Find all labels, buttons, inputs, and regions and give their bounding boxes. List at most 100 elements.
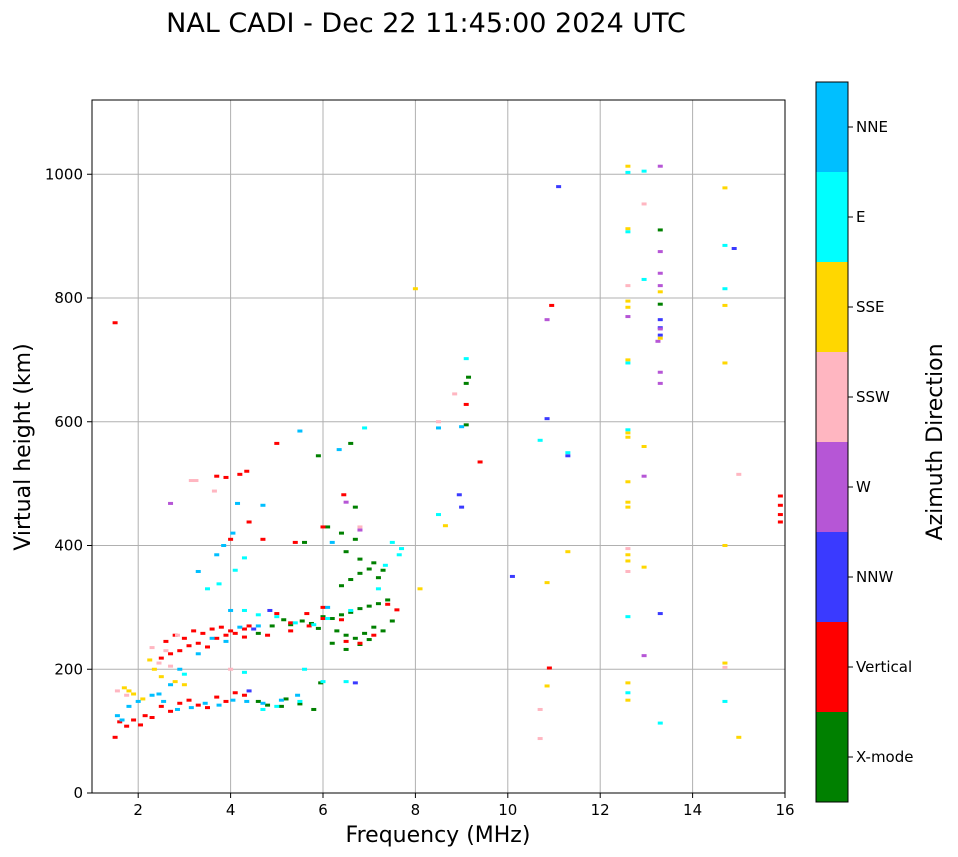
- data-point: [463, 402, 469, 406]
- colorbar-segment: [816, 712, 848, 802]
- data-point: [544, 581, 550, 585]
- data-point: [131, 718, 137, 722]
- data-point: [283, 697, 289, 701]
- azimuth-colorbar: X-mode Vertical NNW W SSW SSE E NNE: [815, 81, 913, 803]
- data-point: [463, 381, 469, 385]
- data-point: [211, 489, 217, 493]
- x-tick-label: 12: [591, 801, 610, 819]
- data-point: [357, 528, 363, 532]
- data-point: [625, 230, 631, 234]
- data-point: [625, 305, 631, 309]
- data-point: [625, 428, 631, 432]
- data-point: [288, 629, 294, 633]
- data-point: [722, 661, 728, 665]
- data-point: [657, 370, 663, 374]
- data-point: [625, 435, 631, 439]
- data-point: [191, 629, 197, 633]
- x-tick-label: 4: [226, 801, 236, 819]
- data-point: [625, 505, 631, 509]
- data-point: [174, 633, 180, 637]
- data-point: [371, 633, 377, 637]
- data-point: [352, 681, 358, 685]
- data-point: [657, 284, 663, 288]
- data-point: [352, 505, 358, 509]
- x-tick-label: 10: [498, 801, 517, 819]
- data-point: [731, 247, 737, 250]
- data-point: [343, 639, 349, 643]
- data-point: [544, 417, 550, 421]
- data-point: [302, 667, 308, 671]
- data-point: [777, 513, 783, 517]
- data-point: [177, 667, 183, 671]
- data-point: [214, 695, 220, 699]
- data-point: [241, 693, 247, 697]
- data-point: [181, 672, 187, 676]
- data-point: [657, 228, 663, 232]
- data-point: [380, 568, 386, 572]
- data-point: [228, 629, 234, 633]
- data-point: [777, 520, 783, 524]
- data-point: [214, 474, 220, 478]
- data-point: [641, 277, 647, 281]
- data-point: [343, 550, 349, 554]
- data-point: [334, 629, 340, 633]
- data-point: [241, 556, 247, 560]
- data-point: [625, 553, 631, 557]
- data-point: [205, 587, 210, 591]
- data-point: [357, 607, 363, 611]
- data-point: [149, 693, 155, 697]
- data-point: [325, 525, 331, 529]
- data-point: [336, 448, 342, 452]
- colorbar-segment: [816, 82, 848, 172]
- data-point: [114, 689, 120, 693]
- data-point: [297, 702, 303, 706]
- series-ssw: [114, 202, 742, 741]
- data-point: [389, 540, 395, 544]
- series-e: [181, 169, 728, 725]
- data-point: [320, 617, 326, 621]
- x-tick-label: 6: [318, 801, 328, 819]
- data-point: [382, 563, 388, 567]
- data-point: [295, 693, 301, 697]
- data-point: [362, 631, 368, 635]
- data-point: [537, 737, 543, 741]
- data-point: [299, 619, 305, 623]
- data-point: [625, 170, 631, 174]
- data-point: [117, 720, 123, 724]
- data-point: [177, 701, 183, 705]
- data-point: [625, 284, 631, 288]
- data-point: [657, 327, 663, 331]
- data-point: [459, 505, 465, 509]
- data-point: [205, 706, 210, 710]
- data-point: [228, 537, 234, 541]
- data-point: [112, 735, 118, 739]
- data-point: [223, 633, 229, 637]
- data-point: [288, 623, 294, 627]
- data-point: [278, 704, 284, 708]
- data-point: [722, 243, 728, 247]
- data-point: [163, 639, 169, 643]
- data-point: [556, 185, 562, 189]
- data-point: [436, 426, 441, 430]
- data-point: [641, 474, 647, 478]
- data-point: [186, 644, 192, 648]
- x-tick-label: 14: [683, 801, 702, 819]
- data-point: [565, 550, 571, 554]
- data-point: [177, 649, 183, 653]
- data-point: [565, 454, 571, 458]
- data-point: [168, 683, 174, 687]
- data-point: [657, 721, 663, 725]
- data-point: [375, 602, 381, 606]
- data-point: [320, 615, 326, 619]
- data-point: [366, 604, 372, 608]
- x-axis-ticks: 2 4 6 8 10 12 14 16: [133, 793, 795, 819]
- data-point: [237, 472, 243, 476]
- data-point: [292, 540, 298, 544]
- data-point: [625, 227, 631, 231]
- data-point: [544, 318, 550, 322]
- data-point: [463, 357, 469, 361]
- data-point: [228, 667, 234, 671]
- x-tick-label: 16: [775, 801, 794, 819]
- data-point: [168, 652, 174, 656]
- data-point: [343, 633, 349, 637]
